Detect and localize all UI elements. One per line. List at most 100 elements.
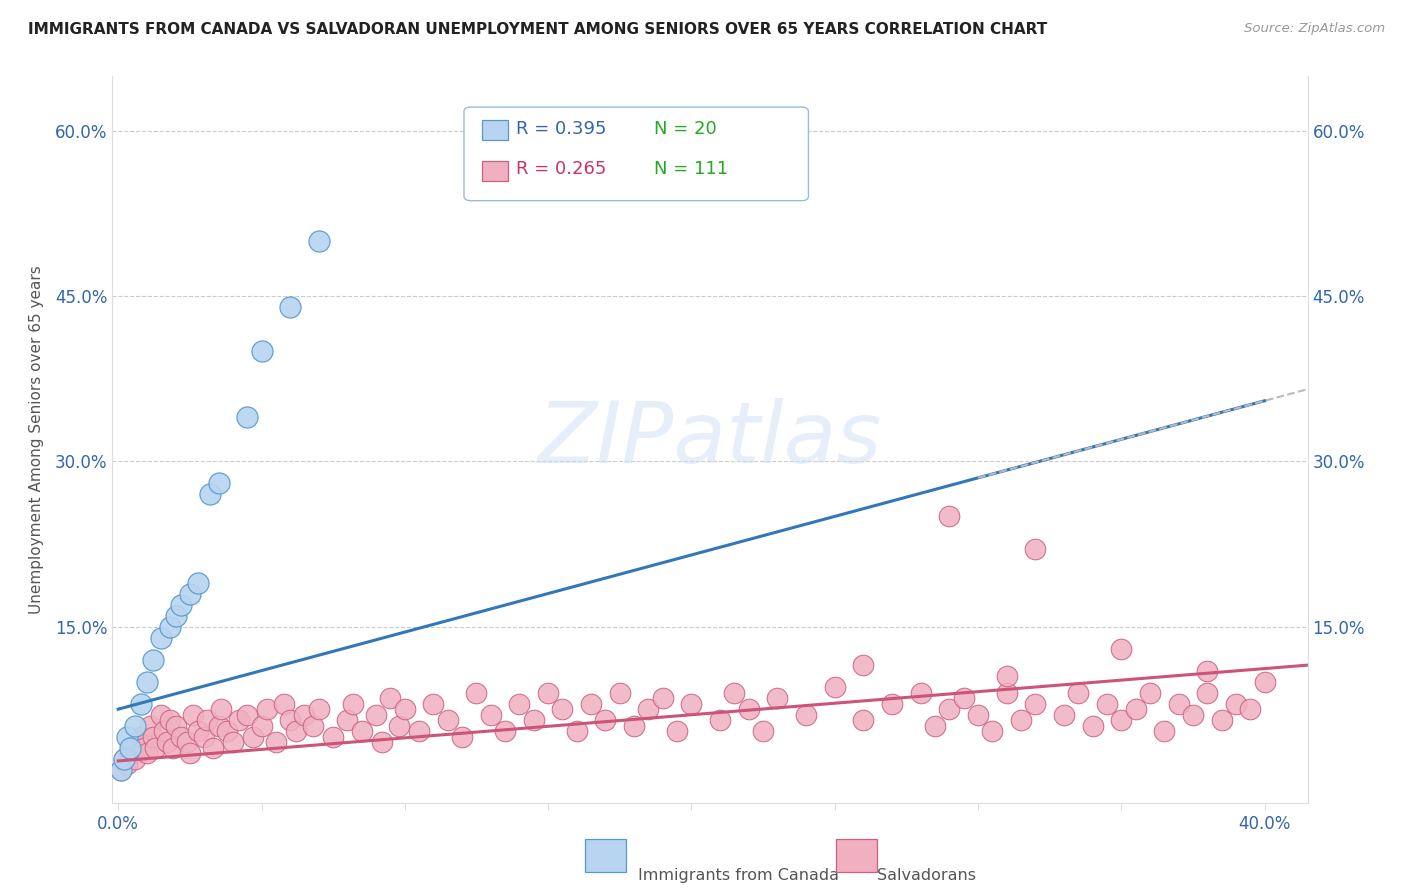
FancyBboxPatch shape bbox=[835, 839, 877, 871]
Point bbox=[465, 686, 488, 700]
Text: IMMIGRANTS FROM CANADA VS SALVADORAN UNEMPLOYMENT AMONG SENIORS OVER 65 YEARS CO: IMMIGRANTS FROM CANADA VS SALVADORAN UNE… bbox=[28, 22, 1047, 37]
Point bbox=[595, 713, 617, 727]
Point bbox=[124, 719, 146, 733]
Point bbox=[1111, 641, 1133, 656]
Point bbox=[115, 730, 138, 744]
Point bbox=[176, 735, 198, 749]
Point bbox=[156, 735, 179, 749]
Point bbox=[1211, 713, 1233, 727]
Point bbox=[308, 234, 330, 248]
Y-axis label: Unemployment Among Seniors over 65 years: Unemployment Among Seniors over 65 years bbox=[30, 265, 44, 614]
Point bbox=[342, 697, 364, 711]
Point bbox=[308, 702, 330, 716]
Text: N = 111: N = 111 bbox=[654, 161, 728, 178]
Text: ZIPatlas: ZIPatlas bbox=[538, 398, 882, 481]
Point bbox=[112, 752, 135, 766]
Point bbox=[217, 724, 239, 739]
Point bbox=[110, 763, 132, 777]
Point bbox=[198, 487, 221, 501]
Point bbox=[451, 730, 474, 744]
Point bbox=[179, 746, 201, 760]
FancyBboxPatch shape bbox=[585, 839, 627, 871]
Point bbox=[129, 730, 152, 744]
Point bbox=[132, 740, 155, 755]
Point bbox=[609, 686, 631, 700]
Point bbox=[302, 719, 325, 733]
Point bbox=[273, 697, 295, 711]
Point bbox=[278, 300, 301, 314]
Point bbox=[170, 598, 193, 612]
Point bbox=[1095, 697, 1118, 711]
Point bbox=[284, 724, 307, 739]
Point bbox=[207, 719, 229, 733]
Point bbox=[565, 724, 588, 739]
Point bbox=[651, 691, 673, 706]
Point bbox=[250, 344, 273, 359]
Point bbox=[852, 713, 875, 727]
Point bbox=[681, 697, 703, 711]
Point bbox=[129, 697, 152, 711]
Point bbox=[508, 697, 530, 711]
Point bbox=[153, 724, 176, 739]
Point bbox=[228, 713, 250, 727]
Point bbox=[766, 691, 789, 706]
Point bbox=[110, 763, 132, 777]
Point bbox=[408, 724, 430, 739]
Point bbox=[1024, 542, 1046, 557]
Point bbox=[162, 740, 184, 755]
Point bbox=[967, 707, 990, 722]
Text: R = 0.265: R = 0.265 bbox=[516, 161, 606, 178]
Point bbox=[1181, 707, 1204, 722]
Point bbox=[222, 735, 245, 749]
Point bbox=[995, 669, 1018, 683]
Point bbox=[256, 702, 278, 716]
Text: Immigrants from Canada: Immigrants from Canada bbox=[638, 868, 839, 883]
Point bbox=[278, 713, 301, 727]
Point bbox=[938, 702, 960, 716]
Point bbox=[1081, 719, 1104, 733]
Point bbox=[1153, 724, 1175, 739]
Point bbox=[738, 702, 761, 716]
Point bbox=[1197, 686, 1219, 700]
Point bbox=[380, 691, 402, 706]
Point bbox=[1225, 697, 1247, 711]
Point bbox=[142, 652, 165, 666]
Point bbox=[494, 724, 516, 739]
Point bbox=[910, 686, 932, 700]
Point bbox=[1053, 707, 1076, 722]
Point bbox=[187, 724, 209, 739]
Point bbox=[1024, 697, 1046, 711]
Text: Salvadorans: Salvadorans bbox=[877, 868, 976, 883]
Point bbox=[187, 575, 209, 590]
Point bbox=[1167, 697, 1189, 711]
Point bbox=[579, 697, 602, 711]
Point bbox=[394, 702, 416, 716]
Point bbox=[201, 740, 224, 755]
Point bbox=[195, 713, 218, 727]
Point bbox=[371, 735, 394, 749]
Point bbox=[709, 713, 731, 727]
Point bbox=[118, 740, 141, 755]
Point bbox=[1239, 702, 1261, 716]
Point bbox=[150, 631, 173, 645]
Point bbox=[537, 686, 560, 700]
Point bbox=[523, 713, 546, 727]
Point bbox=[938, 509, 960, 524]
Point bbox=[995, 686, 1018, 700]
Point bbox=[952, 691, 974, 706]
Point bbox=[127, 735, 149, 749]
Point bbox=[623, 719, 645, 733]
Point bbox=[366, 707, 388, 722]
Point bbox=[1111, 713, 1133, 727]
Point bbox=[121, 740, 143, 755]
Point bbox=[242, 730, 264, 744]
Point bbox=[1253, 674, 1275, 689]
Point bbox=[1125, 702, 1147, 716]
Point bbox=[112, 752, 135, 766]
Point bbox=[118, 746, 141, 760]
Point bbox=[264, 735, 287, 749]
Point bbox=[209, 702, 232, 716]
Point bbox=[1067, 686, 1090, 700]
Point bbox=[159, 619, 181, 633]
Point bbox=[852, 658, 875, 673]
